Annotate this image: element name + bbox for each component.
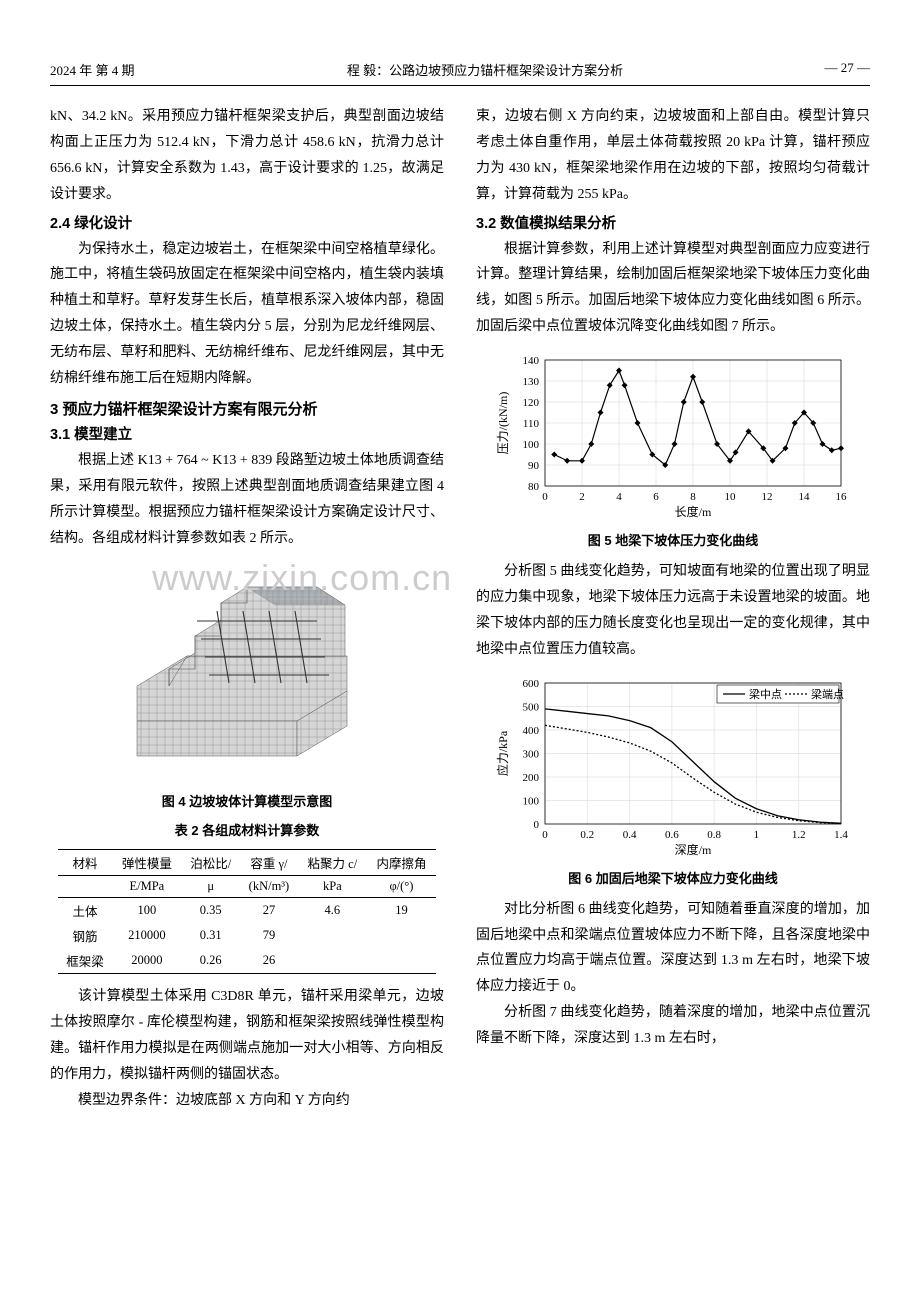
svg-text:8: 8 <box>690 491 696 503</box>
chart-6-svg: 0 100 200 300 400 500 600 0 0.2 0.4 0.6 0.8 1 1.2 1.4 深… <box>493 673 853 858</box>
svg-text:300: 300 <box>523 748 540 760</box>
svg-text:梁端点: 梁端点 <box>811 687 844 701</box>
heading-3: 3 预应力锚杆框架梁设计方案有限元分析 <box>50 398 444 419</box>
para-l4: 该计算模型土体采用 C3D8R 单元，锚杆采用梁单元，边坡土体按照摩尔 - 库伦… <box>50 984 444 1088</box>
svg-text:80: 80 <box>528 481 540 493</box>
svg-text:0: 0 <box>542 829 548 841</box>
figure-6-caption: 图 6 加固后地梁下坡体应力变化曲线 <box>476 868 870 887</box>
svg-text:12: 12 <box>762 491 773 503</box>
svg-text:130: 130 <box>523 376 540 388</box>
svg-text:4: 4 <box>616 491 622 503</box>
svg-text:1.2: 1.2 <box>792 829 806 841</box>
para-r3: 分析图 5 曲线变化趋势，可知坡面有地梁的位置出现了明显的应力集中现象，地梁下坡… <box>476 559 870 663</box>
content-columns: kN、34.2 kN。采用预应力锚杆框架梁支护后，典型剖面边坡结构面上正压力为 … <box>50 104 870 1114</box>
svg-text:0: 0 <box>534 819 540 831</box>
chart-5-svg: 80 90 100 110 120 130 140 0 2 4 6 8 10 12 14 16 长度/m 压力/(… <box>493 350 853 520</box>
para-l3: 根据上述 K13 + 764 ~ K13 + 839 段路堑边坡土体地质调查结果… <box>50 448 444 552</box>
svg-text:600: 600 <box>523 678 540 690</box>
page-header: 2024 年 第 4 期 程 毅：公路边坡预应力锚杆框架梁设计方案分析 — 27… <box>50 60 870 86</box>
svg-text:200: 200 <box>523 772 540 784</box>
table-2-caption: 表 2 各组成材料计算参数 <box>50 820 444 839</box>
svg-text:0.6: 0.6 <box>665 829 679 841</box>
svg-text:14: 14 <box>799 491 811 503</box>
header-page: — 27 — <box>800 60 870 79</box>
svg-text:500: 500 <box>523 701 540 713</box>
svg-text:梁中点: 梁中点 <box>749 687 782 701</box>
svg-text:90: 90 <box>528 460 540 472</box>
para-l2: 为保持水土，稳定边坡岩土，在框架梁中间空格植草绿化。施工中，将植生袋码放固定在框… <box>50 237 444 392</box>
heading-2-4: 2.4 绿化设计 <box>50 212 444 233</box>
figure-5-caption: 图 5 地梁下坡体压力变化曲线 <box>476 530 870 549</box>
svg-text:16: 16 <box>836 491 848 503</box>
svg-text:10: 10 <box>725 491 737 503</box>
svg-text:1: 1 <box>754 829 760 841</box>
para-r2: 根据计算参数，利用上述计算模型对典型剖面应力应变进行计算。整理计算结果，绘制加固… <box>476 237 870 341</box>
header-title: 程 毅：公路边坡预应力锚杆框架梁设计方案分析 <box>170 60 800 79</box>
figure-4-svg <box>117 561 377 781</box>
para-l1: kN、34.2 kN。采用预应力锚杆框架梁支护后，典型剖面边坡结构面上正压力为 … <box>50 104 444 208</box>
svg-text:6: 6 <box>653 491 659 503</box>
svg-text:压力/(kN/m): 压力/(kN/m) <box>496 392 510 455</box>
svg-text:100: 100 <box>523 795 540 807</box>
heading-3-1: 3.1 模型建立 <box>50 423 444 444</box>
svg-text:1.4: 1.4 <box>834 829 848 841</box>
svg-text:深度/m: 深度/m <box>675 842 712 857</box>
svg-text:400: 400 <box>523 725 540 737</box>
right-column: 束，边坡右侧 X 方向约束，边坡坡面和上部自由。模型计算只考虑土体自重作用，单层… <box>476 104 870 1114</box>
svg-text:0: 0 <box>542 491 548 503</box>
para-r1: 束，边坡右侧 X 方向约束，边坡坡面和上部自由。模型计算只考虑土体自重作用，单层… <box>476 104 870 208</box>
svg-text:110: 110 <box>523 418 540 430</box>
heading-3-2: 3.2 数值模拟结果分析 <box>476 212 870 233</box>
header-year: 2024 年 第 4 期 <box>50 60 170 79</box>
para-r4: 对比分析图 6 曲线变化趋势，可知随着垂直深度的增加，加固后地梁中点和梁端点位置… <box>476 897 870 1001</box>
figure-4-caption: 图 4 边坡坡体计算模型示意图 <box>50 791 444 810</box>
svg-text:0.4: 0.4 <box>623 829 637 841</box>
svg-text:0.8: 0.8 <box>707 829 721 841</box>
svg-text:长度/m: 长度/m <box>675 504 712 519</box>
svg-text:100: 100 <box>523 439 540 451</box>
svg-text:2: 2 <box>579 491 585 503</box>
svg-text:120: 120 <box>523 397 540 409</box>
left-column: kN、34.2 kN。采用预应力锚杆框架梁支护后，典型剖面边坡结构面上正压力为 … <box>50 104 444 1114</box>
para-r5: 分析图 7 曲线变化趋势，随着深度的增加，地梁中点位置沉降量不断下降，深度达到 … <box>476 1000 870 1052</box>
para-l5: 模型边界条件：边坡底部 X 方向和 Y 方向约 <box>50 1088 444 1114</box>
svg-text:140: 140 <box>523 355 540 367</box>
svg-text:0.2: 0.2 <box>580 829 594 841</box>
svg-text:应力/kPa: 应力/kPa <box>495 730 510 776</box>
table-2: 材料弹性模量泊松比/容重 γ/粘聚力 c/内摩擦角E/MPaμ(kN/m³)kP… <box>58 849 436 974</box>
